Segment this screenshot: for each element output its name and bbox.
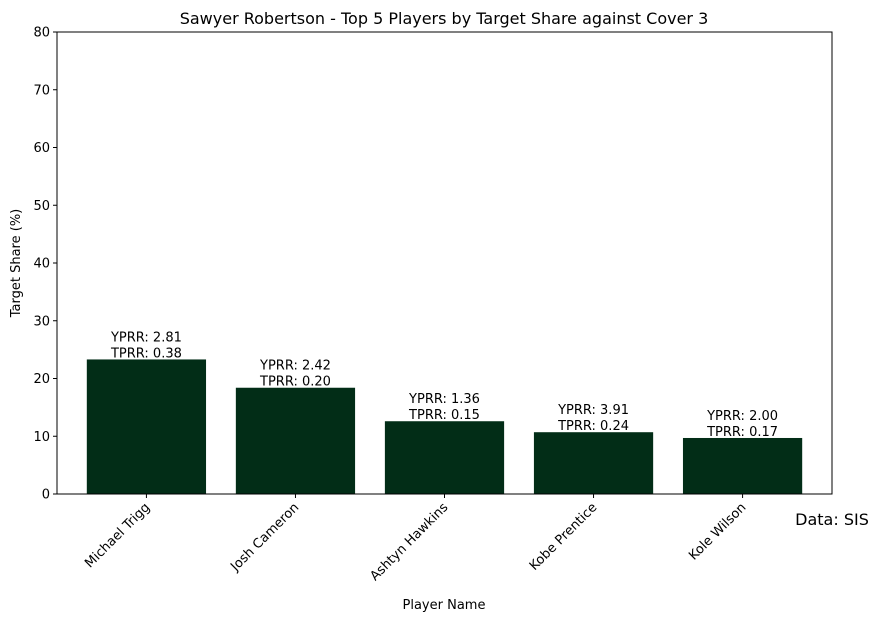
bar-annotation-tprr: TPRR: 0.15 (408, 408, 480, 423)
bar (235, 387, 356, 494)
bar-annotation-tprr: TPRR: 0.38 (110, 346, 182, 361)
bar (533, 432, 654, 494)
y-axis: 0 10 20 30 40 50 60 70 80 (33, 26, 57, 503)
y-tick-label: 50 (33, 199, 50, 214)
x-axis: Michael Trigg Josh Cameron Ashtyn Hawkins K… (82, 494, 749, 584)
x-tick-label: Josh Cameron (227, 500, 302, 575)
bar-annotation-yprr: YPRR: 1.36 (408, 392, 480, 407)
y-tick-label: 10 (33, 430, 50, 445)
x-tick-label: Kole Wilson (686, 500, 749, 563)
y-tick-label: 80 (33, 26, 50, 41)
bar (682, 437, 803, 494)
chart-title: Sawyer Robertson - Top 5 Players by Targ… (180, 9, 709, 28)
bar-annotation-tprr: TPRR: 0.20 (259, 375, 331, 390)
x-tick-label: Michael Trigg (82, 500, 153, 571)
x-tick-label: Kobe Prentice (527, 500, 601, 574)
y-axis-label: Target Share (%) (9, 209, 24, 319)
plot-frame (56, 31, 833, 495)
bar-annotation-yprr: YPRR: 2.42 (259, 359, 331, 374)
y-tick-label: 40 (33, 257, 50, 272)
source-note: Data: SIS (795, 510, 869, 529)
bar-annotation-tprr: TPRR: 0.17 (706, 425, 778, 440)
bar-annotation-tprr: TPRR: 0.24 (557, 419, 629, 434)
bar-annotation-yprr: YPRR: 2.81 (110, 330, 182, 345)
x-axis-label: Player Name (403, 598, 486, 613)
x-tick-label: Ashtyn Hawkins (367, 500, 451, 584)
bar-annotation-yprr: YPRR: 2.00 (706, 409, 778, 424)
bar (384, 421, 505, 494)
bar-annotation-yprr: YPRR: 3.91 (557, 403, 629, 418)
y-tick-label: 20 (33, 372, 50, 387)
y-tick-label: 30 (33, 314, 50, 329)
y-tick-label: 70 (33, 83, 50, 98)
y-tick-label: 60 (33, 141, 50, 156)
bar (86, 359, 207, 494)
y-tick-label: 0 (42, 488, 50, 503)
